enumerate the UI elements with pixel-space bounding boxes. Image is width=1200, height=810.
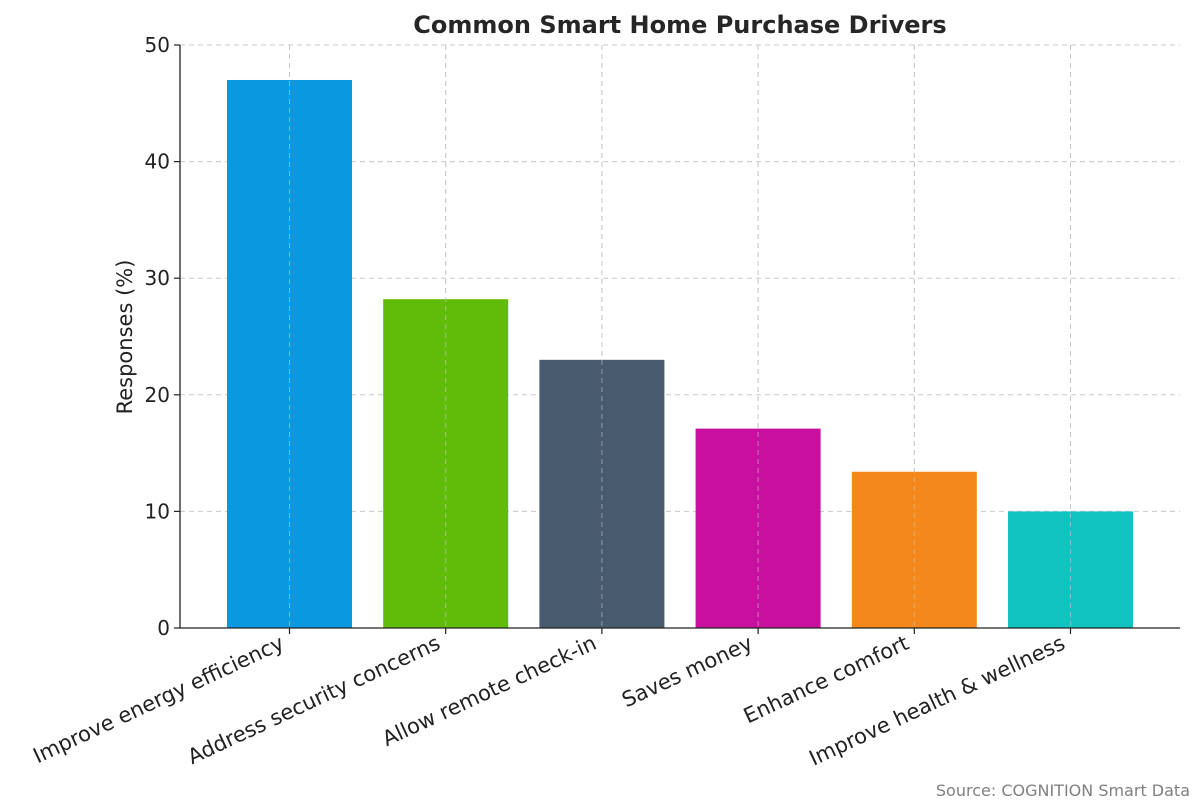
y-axis-label: Responses (%) xyxy=(113,260,137,415)
x-tick-label: Saves money xyxy=(618,631,756,712)
x-tick-label: Address security concerns xyxy=(184,631,444,769)
y-tick-label: 0 xyxy=(157,616,170,640)
y-tick-label: 50 xyxy=(145,33,170,57)
y-tick-label: 10 xyxy=(145,499,170,523)
y-tick-label: 20 xyxy=(145,383,170,407)
y-tick-label: 40 xyxy=(145,150,170,174)
x-tick-label: Improve energy efficiency xyxy=(29,631,287,768)
bar xyxy=(539,359,665,628)
source-note: Source: COGNITION Smart Data xyxy=(936,781,1190,800)
x-tick-label: Improve health & wellness xyxy=(806,631,1069,771)
y-tick-label: 30 xyxy=(145,266,170,290)
chart-title: Common Smart Home Purchase Drivers xyxy=(413,11,946,39)
